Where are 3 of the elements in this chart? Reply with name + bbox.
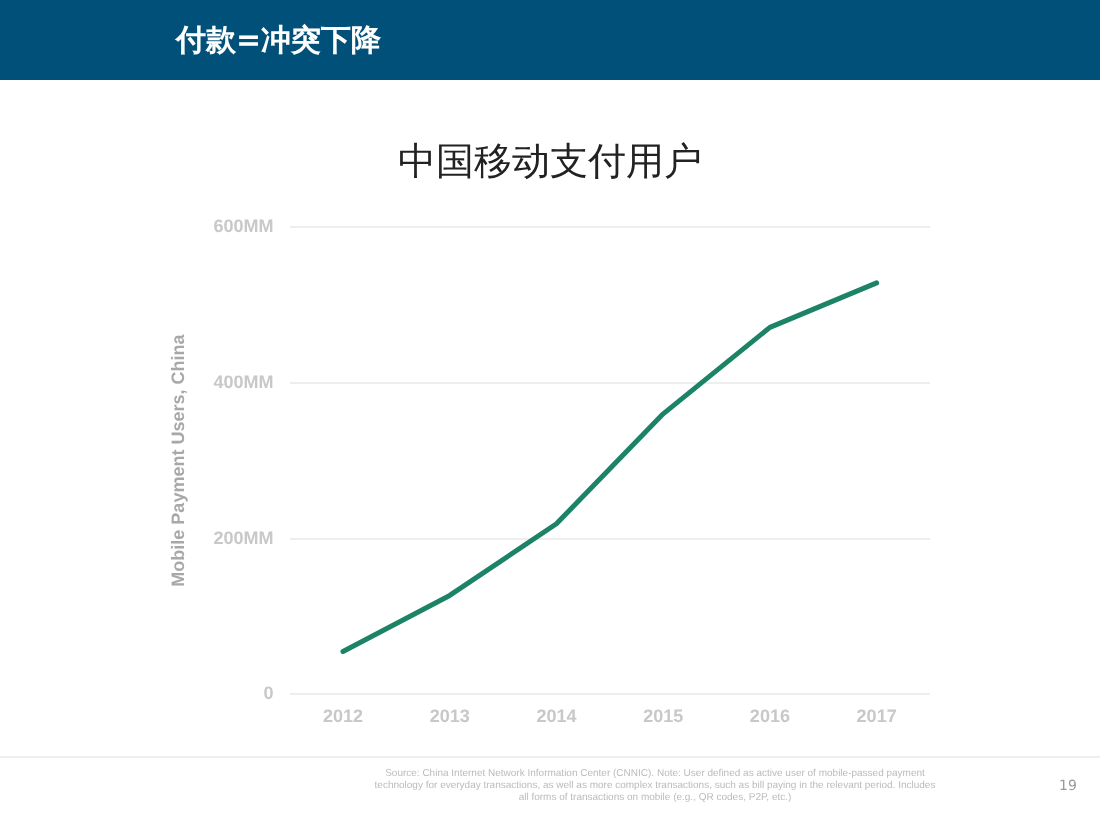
chart-title: 中国移动支付用户 [396, 138, 704, 188]
y-axis-title: Mobile Payment Users, China [167, 332, 188, 587]
chart-subtitle: 付款=冲突下降 [176, 20, 382, 62]
